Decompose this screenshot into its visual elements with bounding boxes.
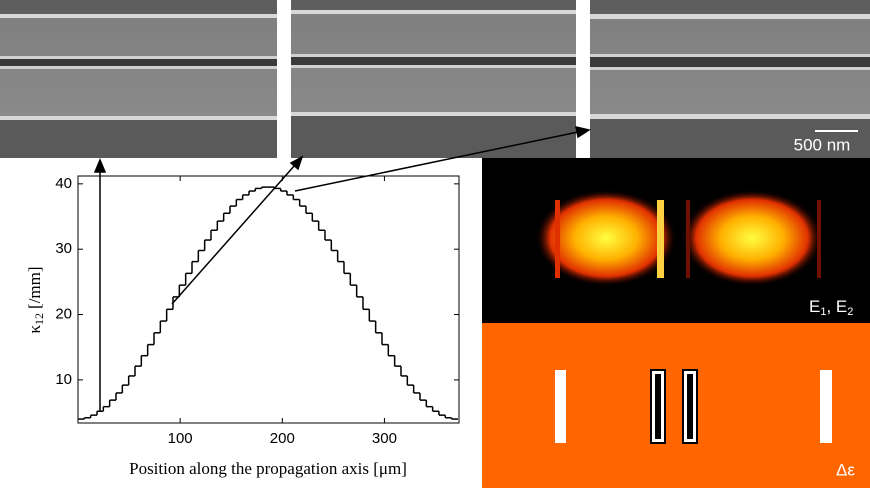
y-tick-label: 30 (55, 240, 72, 257)
x-axis-label: Position along the propagation axis [μm] (129, 459, 407, 478)
y-tick-label: 10 (55, 371, 72, 388)
field-panel: E1, E2 (482, 158, 870, 323)
chart: Position along the propagation axis [μm]… (25, 175, 460, 478)
y-axis-label-part: 12 (32, 313, 46, 325)
scale-bar-label: 500 nm (794, 135, 851, 154)
x-tick-label: 300 (372, 430, 397, 447)
y-tick-label: 40 (55, 175, 72, 192)
y-axis-label-part: [/mm] (25, 266, 44, 309)
x-tick-label: 200 (270, 430, 295, 447)
permittivity-label: Δε (836, 460, 855, 479)
field-label-part: E (809, 297, 820, 316)
sem-panel-2 (291, 0, 576, 158)
sem-panel-3: 500 nm (590, 0, 870, 158)
x-tick-label: 100 (168, 430, 193, 447)
field-label: E1, E2 (809, 297, 853, 317)
field-label-part: 1 (820, 306, 826, 318)
permittivity-panel: Δε (482, 323, 870, 488)
field-label-part: , E (826, 297, 847, 316)
y-axis-label-part: κ (25, 325, 44, 334)
field-label-part: 2 (847, 306, 853, 318)
y-tick-label: 20 (55, 305, 72, 322)
arrows (93, 126, 591, 412)
sem-panel-1 (0, 0, 277, 158)
y-axis-label: κ12 [/mm] (25, 266, 46, 333)
